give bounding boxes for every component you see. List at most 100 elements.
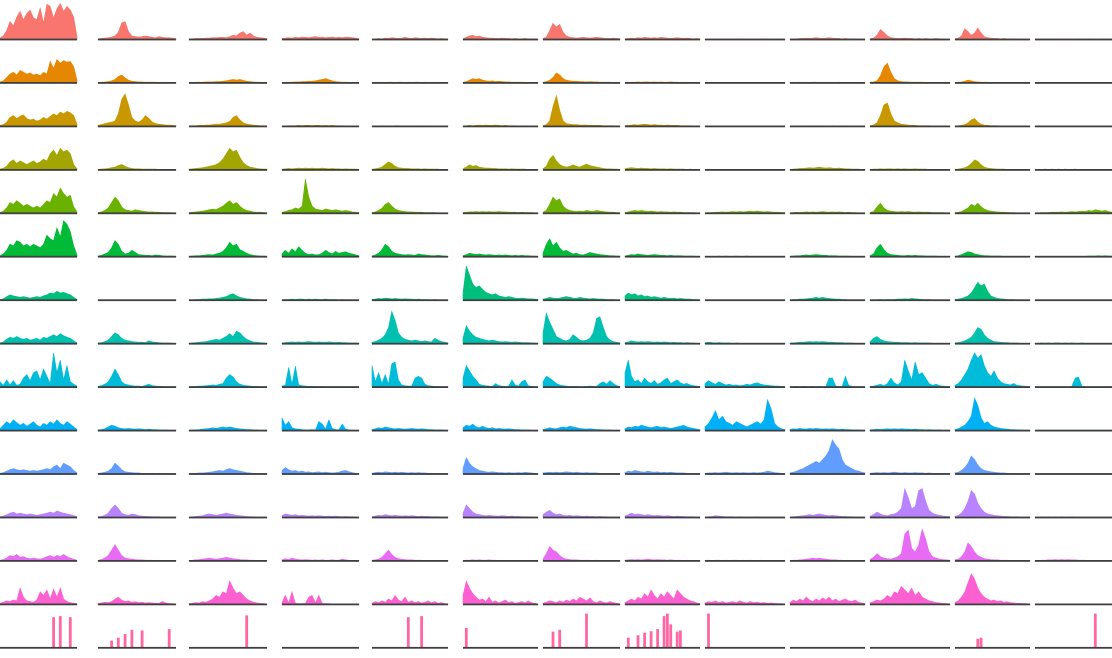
area-trace-r9-c5 — [371, 361, 449, 388]
axis-baseline-r11-c9 — [705, 473, 785, 475]
area-trace-r12-c6 — [462, 504, 539, 518]
area-trace-r9-c11 — [869, 360, 951, 388]
area-trace-r8-c3 — [188, 330, 268, 345]
axis-baseline-r14-c7 — [543, 603, 620, 606]
axis-baseline-r12-c6 — [463, 516, 538, 519]
axis-baseline-r2-c11 — [870, 82, 950, 84]
axis-baseline-r14-c3 — [189, 603, 267, 606]
area-trace-r6-c2 — [97, 240, 177, 258]
axis-baseline-r14-c6 — [463, 603, 538, 606]
axis-baseline-r7-c12 — [955, 299, 1030, 302]
axis-baseline-r11-c3 — [189, 473, 267, 475]
axis-baseline-r5-c4 — [282, 212, 359, 215]
axis-baseline-r8-c2 — [98, 342, 176, 345]
area-trace-r8-c7 — [542, 311, 621, 345]
axis-baseline-r8-c10 — [790, 342, 865, 345]
area-trace-r14-c6 — [462, 580, 539, 605]
spike-trace-r15-c7 — [551, 631, 555, 648]
area-trace-r7-c6 — [462, 265, 539, 301]
area-trace-r11-c2 — [97, 462, 177, 475]
axis-baseline-r7-c2 — [98, 299, 176, 302]
axis-baseline-r8-c8 — [625, 342, 700, 345]
area-trace-r10-c1 — [0, 419, 78, 431]
area-trace-r7-c1 — [0, 290, 78, 301]
area-trace-r6-c3 — [188, 241, 268, 258]
area-trace-r9-c2 — [97, 368, 177, 388]
area-trace-r14-c5 — [371, 594, 449, 605]
area-trace-r9-c3 — [188, 374, 268, 388]
area-trace-r4-c1 — [0, 147, 78, 171]
area-trace-r13-c7 — [542, 545, 621, 562]
axis-baseline-r2-c3 — [189, 82, 267, 84]
axis-baseline-r1-c11 — [870, 38, 950, 41]
axis-baseline-r13-c5 — [372, 560, 448, 562]
area-trace-r11-c10 — [789, 439, 866, 475]
area-trace-r12-c2 — [97, 504, 177, 518]
area-trace-r8-c11 — [869, 336, 951, 345]
axis-baseline-r11-c2 — [98, 473, 176, 475]
axis-baseline-r15-c5 — [372, 646, 448, 649]
axis-baseline-r1-c8 — [625, 38, 700, 41]
axis-baseline-r3-c5 — [372, 125, 448, 128]
axis-baseline-r15-c2 — [98, 646, 176, 649]
spike-trace-r15-c3 — [245, 615, 249, 648]
axis-baseline-r10-c1 — [0, 429, 77, 432]
axis-baseline-r7-c3 — [189, 299, 267, 302]
axis-baseline-r7-c5 — [372, 299, 448, 302]
axis-baseline-r6-c13 — [1035, 255, 1112, 258]
axis-baseline-r11-c13 — [1035, 473, 1112, 475]
axis-baseline-r4-c13 — [1035, 169, 1112, 171]
axis-baseline-r9-c3 — [189, 386, 267, 388]
axis-baseline-r13-c12 — [955, 560, 1030, 562]
axis-baseline-r12-c8 — [625, 516, 700, 519]
area-trace-r10-c9 — [704, 398, 786, 431]
area-trace-r14-c1 — [0, 587, 78, 605]
axis-baseline-r8-c11 — [870, 342, 950, 345]
axis-baseline-r3-c6 — [463, 125, 538, 128]
axis-baseline-r6-c9 — [705, 255, 785, 258]
area-trace-r2-c11 — [869, 62, 951, 84]
axis-baseline-r10-c3 — [189, 429, 267, 432]
spike-trace-r15-c8 — [675, 631, 679, 648]
area-trace-r9-c7 — [542, 375, 621, 388]
axis-baseline-r9-c5 — [372, 386, 448, 388]
axis-baseline-r2-c12 — [955, 82, 1030, 84]
axis-baseline-r4-c3 — [189, 169, 267, 171]
track-row-11 — [0, 439, 1112, 475]
axis-baseline-r3-c7 — [543, 125, 620, 128]
axis-baseline-r14-c10 — [790, 603, 865, 606]
spike-trace-r15-c7 — [585, 613, 588, 648]
area-trace-r5-c7 — [542, 196, 621, 214]
area-trace-r9-c8 — [624, 360, 701, 388]
axis-baseline-r2-c4 — [282, 82, 359, 84]
axis-baseline-r10-c9 — [705, 429, 785, 432]
area-trace-r8-c5 — [371, 310, 449, 345]
axis-baseline-r9-c9 — [705, 386, 785, 388]
axis-baseline-r9-c4 — [282, 386, 359, 388]
axis-baseline-r4-c8 — [625, 169, 700, 171]
track-row-14 — [0, 573, 1112, 606]
axis-baseline-r12-c7 — [543, 516, 620, 519]
spike-trace-r15-c13 — [1093, 613, 1097, 648]
axis-baseline-r6-c5 — [372, 255, 448, 258]
spike-trace-r15-c8 — [679, 630, 682, 648]
axis-baseline-r15-c3 — [189, 646, 267, 649]
track-row-15 — [0, 613, 1112, 649]
spike-trace-r15-c8 — [636, 635, 640, 648]
axis-baseline-r5-c5 — [372, 212, 448, 215]
axis-baseline-r14-c9 — [705, 603, 785, 606]
axis-baseline-r8-c5 — [372, 342, 448, 345]
area-trace-r12-c1 — [0, 510, 78, 518]
axis-baseline-r12-c3 — [189, 516, 267, 519]
spike-trace-r15-c1 — [68, 617, 72, 648]
axis-baseline-r15-c4 — [282, 646, 359, 649]
axis-baseline-r6-c2 — [98, 255, 176, 258]
track-row-5 — [0, 179, 1112, 215]
area-trace-r14-c2 — [97, 596, 177, 605]
area-trace-r3-c7 — [542, 94, 621, 127]
axis-baseline-r10-c13 — [1035, 429, 1112, 432]
axis-baseline-r2-c7 — [543, 82, 620, 84]
spike-trace-r15-c2 — [123, 634, 127, 648]
area-trace-r2-c1 — [0, 58, 78, 84]
